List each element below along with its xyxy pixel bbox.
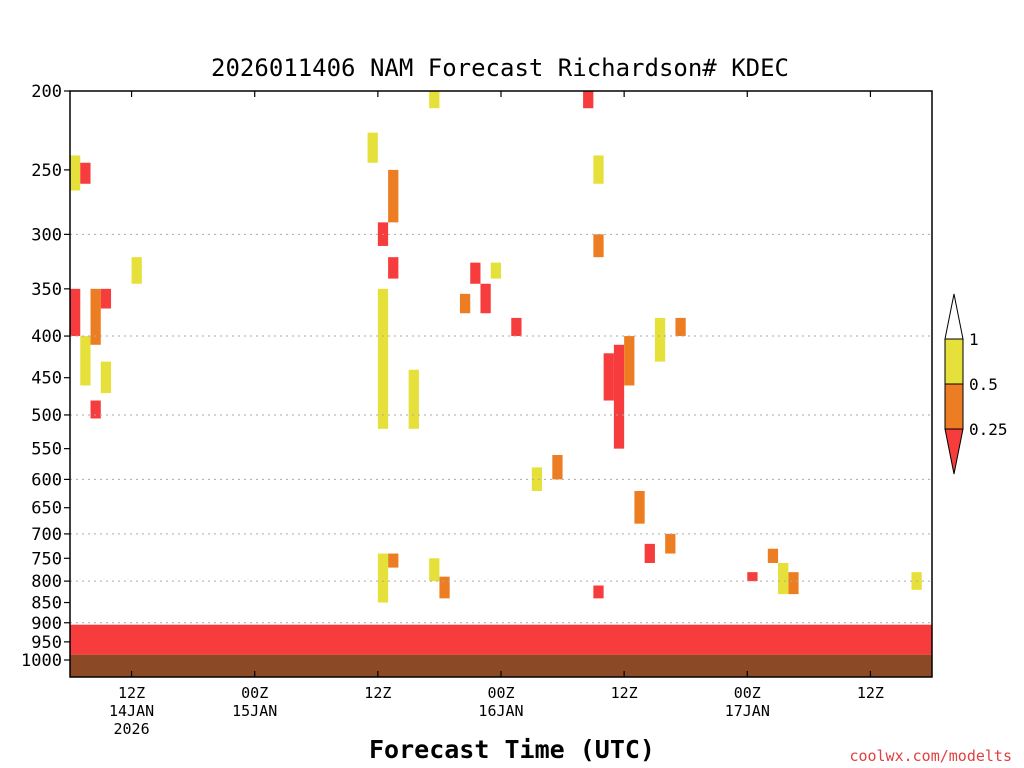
- heatmap-patch: [593, 155, 604, 184]
- heatmap-patch: [634, 490, 645, 524]
- heatmap-patch: [100, 361, 112, 394]
- heatmap-patch: [388, 169, 399, 223]
- heatmap-patch: [593, 234, 604, 258]
- heatmap-patch: [665, 533, 676, 554]
- heatmap-patch: [459, 293, 471, 314]
- colorbar-bin: [944, 383, 964, 430]
- colorbar-label: 0.5: [969, 375, 998, 394]
- credit-text[interactable]: coolwx.com/modelts: [849, 747, 1012, 765]
- heatmap-patch: [439, 576, 450, 599]
- heatmap-patch: [747, 572, 758, 582]
- x-tick-label: 12Z: [118, 684, 145, 702]
- heatmap-patch: [80, 336, 91, 386]
- x-tick-label: 12Z: [364, 684, 391, 702]
- x-tick-label: 14JAN: [109, 702, 154, 720]
- y-tick-label: 500: [31, 406, 62, 426]
- x-tick-label: 17JAN: [725, 702, 770, 720]
- x-tick-label: 00Z: [487, 684, 514, 702]
- low-level-layer: [70, 624, 932, 655]
- colorbar-bin: [944, 338, 964, 385]
- y-tick-label: 1000: [21, 651, 62, 671]
- y-tick-label: 650: [31, 499, 62, 519]
- colorbar-bin: [944, 293, 964, 340]
- y-tick-label: 800: [31, 572, 62, 592]
- colorbar: 1 0.5 0.25: [944, 293, 1008, 475]
- x-tick-label: 12Z: [857, 684, 884, 702]
- y-tick-label: 400: [31, 327, 62, 347]
- heatmap-patch: [90, 288, 101, 345]
- colorbar-bin: [944, 428, 964, 475]
- heatmap-patch: [70, 288, 81, 337]
- heatmap-patch: [583, 91, 594, 109]
- y-tick-label: 200: [31, 82, 62, 102]
- chart-title: 2026011406 NAM Forecast Richardson# KDEC: [211, 54, 789, 82]
- y-tick-label: 350: [31, 280, 62, 300]
- x-axis-label: Forecast Time (UTC): [369, 735, 655, 764]
- heatmap-patch: [675, 317, 686, 337]
- heatmap-patch: [408, 369, 419, 429]
- heatmap-patch: [367, 132, 378, 163]
- heatmap-patch: [778, 562, 789, 595]
- heatmap-patch: [490, 262, 501, 279]
- heatmap-patch: [654, 317, 666, 362]
- heatmap-patch: [593, 585, 604, 599]
- heatmap-patch: [613, 344, 625, 449]
- heatmap-patch: [531, 467, 543, 491]
- y-tick-label: 450: [31, 369, 62, 389]
- heatmap-patch: [80, 162, 91, 184]
- x-tick-label: 12Z: [611, 684, 638, 702]
- heatmap-patch: [429, 91, 440, 109]
- heatmap-patch: [429, 558, 440, 582]
- y-tick-label: 750: [31, 549, 62, 569]
- heatmap-patch: [644, 543, 655, 563]
- heatmap-patch: [131, 257, 142, 284]
- ground-layer: [70, 654, 932, 677]
- y-tick-label: 600: [31, 470, 62, 490]
- plot-area: [69, 90, 933, 678]
- heatmap-patch: [624, 336, 635, 386]
- heatmap-patch: [70, 155, 81, 191]
- heatmap-patch: [511, 317, 522, 337]
- y-tick-label: 850: [31, 594, 62, 614]
- heatmap-patch: [100, 288, 112, 309]
- heatmap-patch: [767, 548, 779, 563]
- plot-frame: [69, 90, 933, 678]
- y-tick-label: 700: [31, 525, 62, 545]
- x-tick-label: 00Z: [734, 684, 761, 702]
- heatmap-patch: [377, 288, 389, 429]
- x-tick-label: 2026: [114, 720, 150, 738]
- y-tick-label: 950: [31, 633, 62, 653]
- heatmap-patch: [388, 553, 399, 568]
- y-axis: 200 250 300 350 400 450 500 550 600 650 700 750 8008…: [21, 82, 70, 671]
- y-tick-label: 900: [31, 614, 62, 634]
- colorbar-label: 1: [969, 330, 979, 349]
- heatmap-patch: [90, 400, 101, 419]
- heatmap-patch: [480, 283, 491, 314]
- heatmap-patch: [388, 257, 399, 279]
- x-tick-label: 00Z: [241, 684, 268, 702]
- heatmap-patch: [788, 572, 799, 595]
- x-tick-label: 16JAN: [478, 702, 523, 720]
- y-tick-label: 250: [31, 161, 62, 181]
- heatmap-patch: [377, 553, 389, 603]
- x-tick-label: 15JAN: [232, 702, 277, 720]
- colorbar-label: 0.25: [969, 420, 1008, 439]
- y-tick-label: 550: [31, 440, 62, 460]
- heatmap-patch: [603, 353, 614, 401]
- heatmap-patch: [552, 455, 563, 480]
- heatmap-patch: [470, 262, 481, 284]
- y-tick-label: 300: [31, 225, 62, 245]
